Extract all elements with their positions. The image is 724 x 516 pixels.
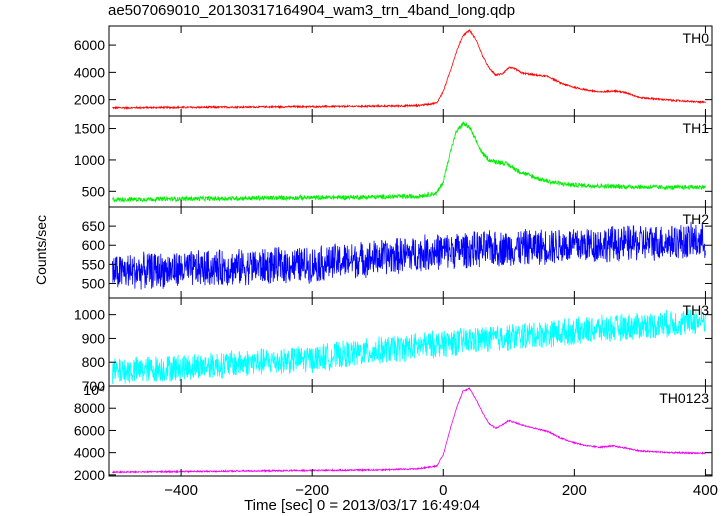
x-tick-label: 0 [439, 482, 447, 499]
y-tick-label: 600 [82, 237, 106, 253]
y-tick-label: 6000 [74, 37, 105, 53]
y-tick-label: 500 [82, 275, 106, 291]
x-tick-label: 400 [693, 482, 718, 499]
x-axis-label: Time [sec] 0 = 2013/03/17 16:49:04 [244, 497, 480, 514]
panel-label-th2: TH2 [683, 211, 710, 227]
panel-label-th0: TH0 [683, 30, 710, 46]
panel-label-th0123: TH0123 [659, 390, 709, 406]
y-tick-label: 650 [82, 218, 106, 234]
panel-label-th1: TH1 [683, 120, 710, 136]
y-tick-label: 1500 [74, 121, 105, 137]
y-tick-label: 550 [82, 256, 106, 272]
series-line-th0 [112, 28, 706, 111]
x-tick-label: −400 [164, 482, 198, 499]
x-tick-label: −200 [295, 482, 329, 499]
series-line-th3 [111, 307, 706, 385]
x-tick-label: 200 [562, 482, 587, 499]
y-tick-label: 6000 [74, 422, 105, 438]
panel-frame-th0123 [108, 385, 713, 477]
y-tick-label: 2000 [74, 92, 105, 108]
y-tick-label: 500 [82, 183, 106, 199]
y-tick-label: 2000 [74, 467, 105, 483]
y-tick-label: 8000 [74, 400, 105, 416]
panel-frame-th0 [108, 25, 713, 117]
y-tick-label: 4000 [74, 64, 105, 80]
chart-title: ae507069010_20130317164904_wam3_trn_4ban… [108, 2, 516, 19]
panel-label-th3: TH3 [683, 302, 710, 318]
y-tick-label: 900 [82, 330, 106, 346]
y-tick-label: 1000 [74, 152, 105, 168]
y-tick-label-top: 10⁴ [83, 382, 105, 398]
panel-frame-th1 [108, 115, 713, 208]
series-line-th1 [111, 120, 706, 204]
series-line-th2 [111, 221, 706, 290]
series-line-th0123 [111, 387, 706, 474]
y-tick-label: 4000 [74, 445, 105, 461]
y-tick-label: 1000 [74, 307, 105, 323]
y-tick-label: 700 [82, 378, 106, 394]
y-tick-label: 800 [82, 354, 106, 370]
